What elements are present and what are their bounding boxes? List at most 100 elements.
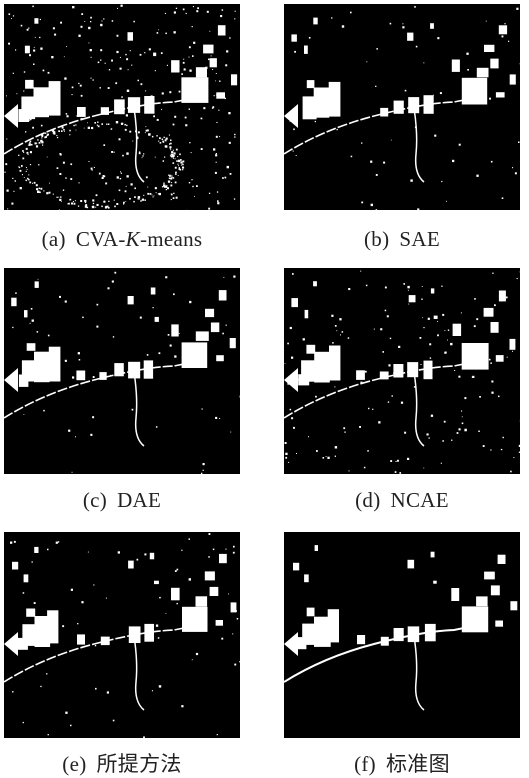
noise-speck: [68, 430, 70, 432]
change-region: [329, 82, 341, 117]
noise-speck: [101, 123, 103, 125]
noise-speck: [40, 686, 41, 687]
noise-speck: [382, 351, 384, 353]
noise-speck: [108, 87, 110, 89]
noise-speck: [27, 152, 29, 154]
noise-speck: [234, 18, 235, 19]
noise-speck: [168, 181, 170, 183]
noise-speck: [31, 144, 33, 146]
change-map-ncae: [284, 268, 520, 474]
noise-speck: [365, 371, 367, 373]
noise-speck: [81, 601, 83, 603]
noise-speck: [156, 192, 157, 193]
noise-speck: [410, 179, 412, 181]
noise-speck: [166, 138, 168, 140]
noise-speck: [219, 418, 220, 419]
noise-speck: [429, 437, 430, 438]
noise-speck: [108, 287, 110, 289]
noise-speck: [102, 177, 104, 179]
noise-speck: [208, 59, 210, 61]
noise-speck: [117, 8, 118, 9]
noise-speck: [316, 450, 318, 452]
noise-speck: [29, 143, 31, 145]
noise-speck: [407, 286, 409, 288]
noise-speck: [422, 286, 423, 287]
noise-speck: [285, 457, 287, 459]
noise-speck: [444, 421, 446, 423]
noise-speck: [108, 201, 109, 202]
noise-speck: [100, 49, 102, 51]
noise-speck: [189, 182, 190, 183]
change-region: [219, 290, 227, 300]
noise-speck: [376, 174, 378, 176]
noise-speck: [173, 157, 174, 158]
noise-speck: [82, 317, 84, 319]
noise-speck: [502, 197, 504, 199]
noise-speck: [138, 196, 140, 198]
noise-speck: [199, 94, 201, 96]
noise-speck: [122, 155, 124, 157]
noise-speck: [360, 382, 362, 384]
noise-speck: [40, 140, 42, 142]
noise-speck: [111, 60, 113, 62]
noise-speck: [219, 81, 220, 82]
noise-speck: [107, 206, 109, 208]
noise-speck: [191, 152, 192, 153]
noise-speck: [154, 195, 155, 196]
noise-speck: [161, 109, 162, 110]
noise-speck: [182, 169, 183, 170]
noise-speck: [28, 174, 29, 175]
noise-speck: [227, 166, 229, 168]
noise-speck: [98, 62, 100, 64]
noise-speck: [47, 549, 49, 551]
noise-speck: [501, 449, 502, 450]
noise-speck: [451, 440, 452, 441]
change-region: [510, 601, 517, 610]
change-region: [196, 331, 209, 341]
noise-speck: [423, 468, 424, 469]
noise-speck: [134, 188, 136, 190]
noise-speck: [437, 321, 438, 322]
noise-speck: [392, 395, 393, 396]
noise-speck: [34, 182, 36, 184]
noise-speck: [401, 402, 403, 404]
noise-speck: [144, 199, 146, 201]
noise-speck: [220, 15, 222, 17]
noise-speck: [81, 13, 83, 15]
noise-speck: [192, 80, 194, 82]
noise-speck: [176, 149, 178, 151]
noise-speck: [11, 18, 12, 19]
noise-speck: [26, 180, 27, 181]
noise-speck: [173, 193, 174, 194]
noise-speck: [181, 705, 183, 707]
noise-speck: [28, 154, 29, 155]
noise-speck: [37, 139, 38, 140]
change-region: [499, 291, 506, 302]
noise-speck: [147, 354, 149, 356]
change-region: [181, 77, 208, 103]
noise-speck: [7, 190, 9, 192]
noise-speck: [126, 58, 128, 60]
noise-speck: [32, 320, 34, 322]
noise-speck: [53, 27, 55, 29]
noise-speck: [133, 21, 135, 23]
noise-speck: [22, 174, 23, 175]
noise-speck: [512, 167, 513, 168]
noise-speck: [43, 70, 45, 72]
change-region: [49, 347, 61, 382]
change-region: [150, 553, 154, 560]
noise-speck: [417, 208, 419, 210]
change-region: [216, 92, 225, 98]
noise-speck: [149, 48, 151, 50]
noise-speck: [396, 461, 397, 462]
noise-speck: [461, 312, 462, 313]
change-region: [431, 552, 435, 558]
noise-speck: [440, 92, 442, 94]
noise-speck: [51, 56, 53, 58]
change-region: [231, 74, 237, 85]
noise-speck: [7, 208, 8, 209]
noise-speck: [222, 333, 224, 335]
noise-speck: [162, 141, 164, 143]
noise-speck: [91, 168, 93, 170]
noise-speck: [104, 176, 106, 178]
